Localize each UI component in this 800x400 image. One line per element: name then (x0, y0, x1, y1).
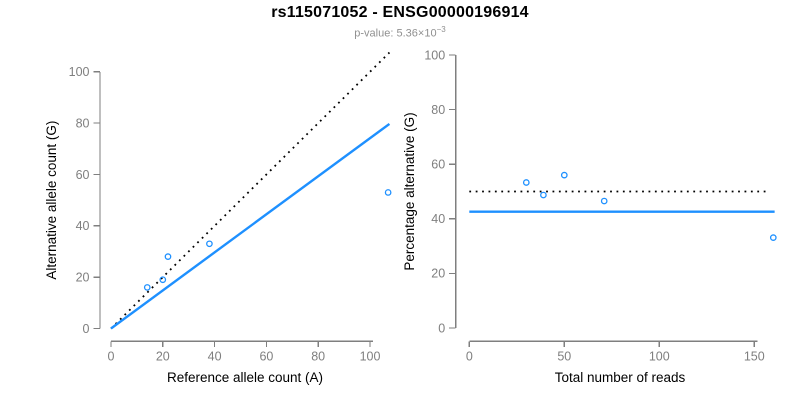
pvalue-exponent: −3 (436, 25, 446, 34)
x-tick-label: 80 (311, 349, 325, 363)
pvalue-label: p-value: (354, 27, 397, 40)
x-tick-label: 100 (649, 349, 670, 363)
y-tick-label: 20 (431, 267, 445, 281)
plot-title: rs115071052 - ENSG00000196914 (271, 4, 529, 21)
y-axis-title: Percentage alternative (G) (402, 112, 417, 270)
x-tick-label: 100 (360, 349, 381, 363)
data-point (600, 197, 608, 205)
data-point (540, 191, 547, 199)
pvalue-times-ten: ×10 (417, 27, 437, 40)
data-point (206, 240, 213, 248)
y-tick-label: 60 (76, 168, 90, 182)
pvalue-mantissa: 5.36 (396, 27, 418, 40)
y-tick-label: 100 (69, 65, 90, 79)
y-tick-label: 80 (76, 116, 90, 130)
x-tick-label: 20 (156, 349, 170, 363)
x-tick-label: 0 (108, 349, 115, 363)
data-point (769, 234, 777, 241)
x-tick-label: 60 (259, 349, 273, 363)
x-tick-label: 150 (744, 349, 765, 363)
data-point (159, 276, 167, 284)
identity-line (110, 51, 391, 330)
data-point (143, 284, 151, 291)
y-tick-label: 40 (431, 212, 445, 226)
y-tick-label: 20 (76, 270, 90, 284)
x-axis-title: Reference allele count (A) (167, 370, 323, 385)
x-axis-title: Total number of reads (555, 370, 686, 385)
y-axis-title: Alternative allele count (G) (44, 121, 59, 280)
data-point (522, 179, 530, 186)
data-point (560, 171, 568, 179)
data-point (164, 253, 172, 260)
x-tick-label: 40 (208, 349, 222, 363)
plot-subtitle: p-value: 5.36×10−3 (0, 25, 800, 40)
y-tick-label: 60 (431, 158, 445, 172)
y-tick-label: 0 (83, 322, 90, 336)
fit-line (110, 122, 391, 330)
y-tick-label: 100 (424, 48, 445, 62)
y-tick-label: 80 (431, 103, 445, 117)
y-tick-label: 40 (76, 219, 90, 233)
x-tick-label: 0 (466, 349, 473, 363)
x-tick-label: 50 (557, 349, 571, 363)
data-point (384, 189, 392, 196)
y-tick-label: 0 (438, 321, 445, 335)
